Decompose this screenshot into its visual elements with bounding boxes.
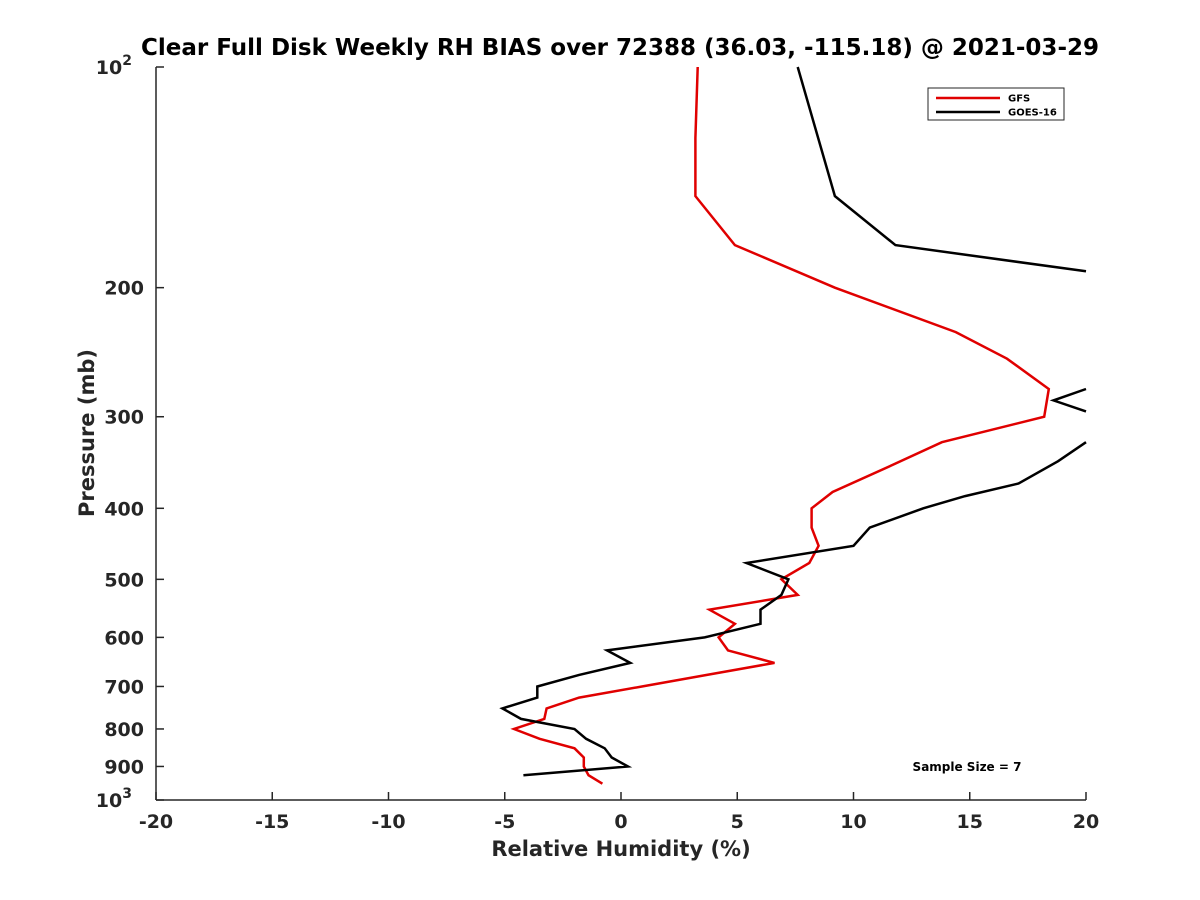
y-tick-exponent: 3	[122, 786, 132, 802]
sample-size-note: Sample Size = 7	[913, 760, 1022, 774]
y-tick-label: 102	[96, 53, 132, 79]
legend: GFS GOES-16	[927, 87, 1065, 121]
x-tick-label: -5	[494, 811, 515, 833]
series-line-goes-16	[1049, 387, 1087, 413]
y-tick-label: 500	[104, 569, 144, 591]
y-tick-label: 900	[104, 756, 144, 778]
series-line-goes-16	[796, 66, 1087, 273]
series-line-gfs	[510, 66, 1051, 785]
y-tick-label: 800	[104, 719, 144, 741]
y-tick-base: 10	[96, 57, 122, 79]
y-tick-exponent: 2	[122, 53, 132, 69]
series-layer	[499, 66, 1087, 785]
y-tick-label: 103	[96, 786, 132, 812]
x-tick-label: 10	[840, 811, 866, 833]
x-axis-label: Relative Humidity (%)	[491, 837, 750, 861]
y-tick-label: 200	[104, 278, 144, 300]
x-ticks: -20 -15 -10 -5 0 5 10 15 20	[139, 792, 1099, 833]
y-tick-label: 700	[104, 676, 144, 698]
y-axis-label: Pressure (mb)	[75, 349, 99, 517]
legend-box	[927, 87, 1065, 121]
y-tick-label: 300	[104, 407, 144, 429]
y-tick-label: 400	[104, 498, 144, 520]
legend-label: GOES-16	[1008, 108, 1057, 119]
legend-label: GFS	[1008, 94, 1030, 105]
y-tick-label: 600	[104, 627, 144, 649]
x-tick-label: -20	[139, 811, 173, 833]
x-tick-label: -10	[371, 811, 405, 833]
x-tick-label: 5	[731, 811, 744, 833]
chart-title: Clear Full Disk Weekly RH BIAS over 7238…	[141, 35, 1099, 61]
y-tick-base: 10	[96, 790, 122, 812]
x-tick-label: 20	[1073, 811, 1099, 833]
series-line-goes-16	[499, 441, 1087, 777]
x-tick-label: -15	[255, 811, 289, 833]
x-tick-label: 15	[957, 811, 983, 833]
x-tick-label: 0	[614, 811, 627, 833]
